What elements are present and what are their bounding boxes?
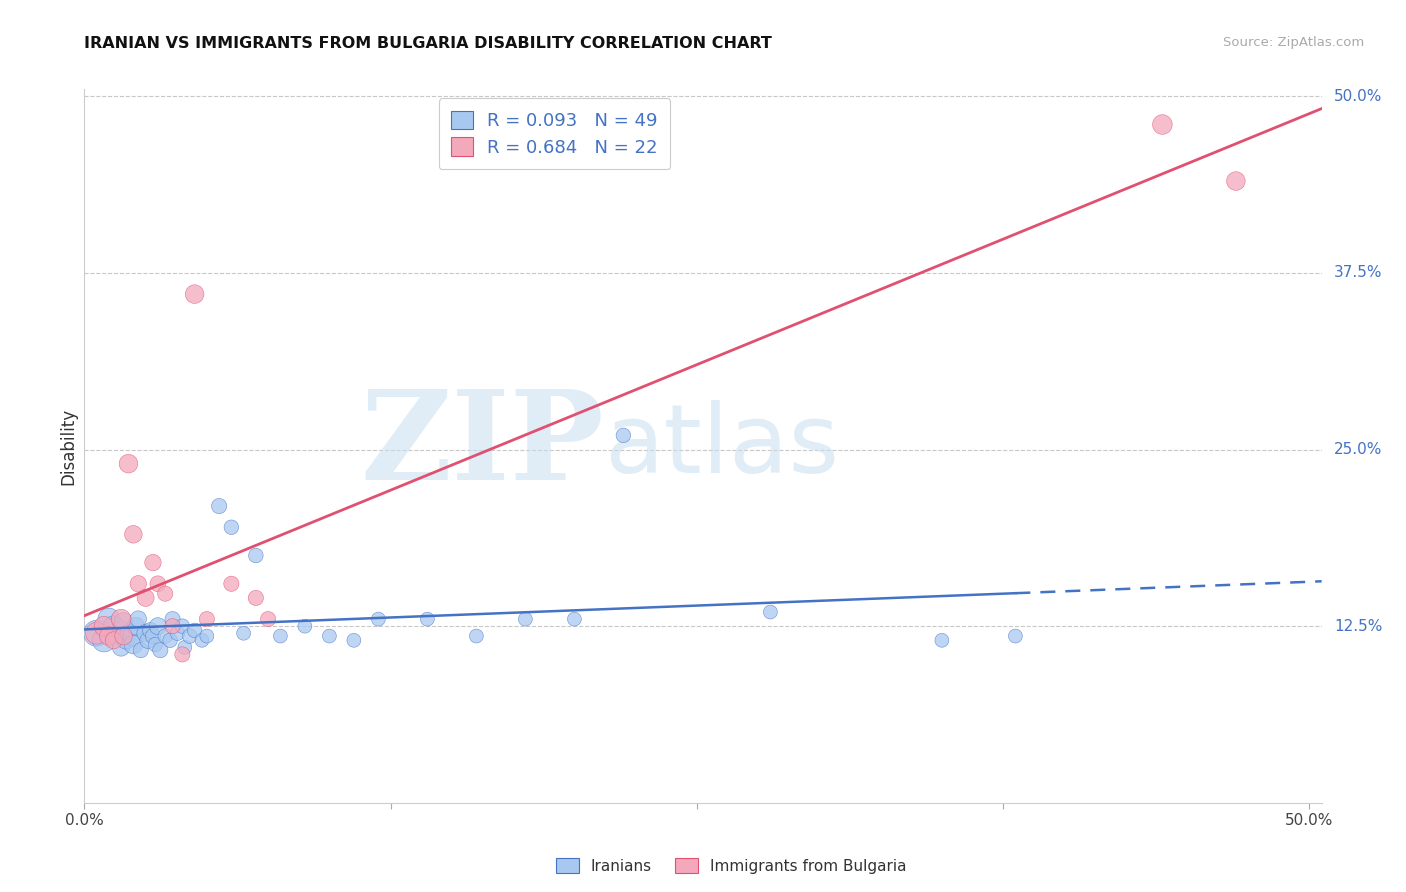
Point [115,633,138,648]
Point [416,612,439,626]
Point [269,629,291,643]
Point [125,619,148,633]
Point [612,428,634,442]
Point [1225,174,1247,188]
Point [93,619,115,633]
Point [136,633,159,648]
Point [97,612,120,626]
Point [931,633,953,648]
Point [195,629,218,643]
Text: IRANIAN VS IMMIGRANTS FROM BULGARIA DISABILITY CORRELATION CHART: IRANIAN VS IMMIGRANTS FROM BULGARIA DISA… [84,36,772,51]
Point [127,576,149,591]
Text: ZIP: ZIP [360,385,605,507]
Point [146,576,169,591]
Point [149,643,172,657]
Point [294,619,316,633]
Point [232,626,254,640]
Point [86,626,108,640]
Legend: Iranians, Immigrants from Bulgaria: Iranians, Immigrants from Bulgaria [550,852,912,880]
Point [105,629,128,643]
Point [515,612,537,626]
Point [166,626,188,640]
Point [110,612,132,626]
Point [195,612,218,626]
Point [146,619,169,633]
Text: 37.5%: 37.5% [1334,266,1382,280]
Point [103,633,125,648]
Legend: R = 0.093   N = 49, R = 0.684   N = 22: R = 0.093 N = 49, R = 0.684 N = 22 [439,98,671,169]
Point [257,612,280,626]
Point [221,576,243,591]
Y-axis label: Disability: Disability [59,408,77,484]
Point [103,619,125,633]
Point [318,629,340,643]
Point [86,626,108,640]
Point [93,633,115,648]
Point [155,587,177,601]
Text: 12.5%: 12.5% [1334,619,1382,633]
Point [129,643,152,657]
Point [142,556,165,570]
Point [183,287,205,301]
Point [1152,118,1174,132]
Point [183,624,205,638]
Point [564,612,586,626]
Point [221,520,243,534]
Point [367,612,389,626]
Point [122,629,145,643]
Point [208,499,231,513]
Point [142,629,165,643]
Point [172,648,194,662]
Point [135,626,157,640]
Point [122,527,145,541]
Point [117,457,139,471]
Point [162,619,184,633]
Text: Source: ZipAtlas.com: Source: ZipAtlas.com [1223,36,1364,49]
Point [245,591,267,605]
Point [173,640,195,655]
Point [127,612,149,626]
Point [117,626,139,640]
Point [110,624,132,638]
Point [162,612,184,626]
Point [155,629,177,643]
Point [759,605,782,619]
Point [112,629,135,643]
Point [245,549,267,563]
Point [179,629,201,643]
Point [122,638,145,652]
Point [343,633,366,648]
Point [172,619,194,633]
Point [139,624,162,638]
Point [1004,629,1026,643]
Text: 50.0%: 50.0% [1334,89,1382,103]
Point [145,638,167,652]
Point [112,615,135,629]
Point [159,633,181,648]
Point [465,629,488,643]
Point [97,629,120,643]
Point [110,640,132,655]
Text: 25.0%: 25.0% [1334,442,1382,457]
Point [191,633,214,648]
Point [135,591,157,605]
Text: atlas: atlas [605,400,839,492]
